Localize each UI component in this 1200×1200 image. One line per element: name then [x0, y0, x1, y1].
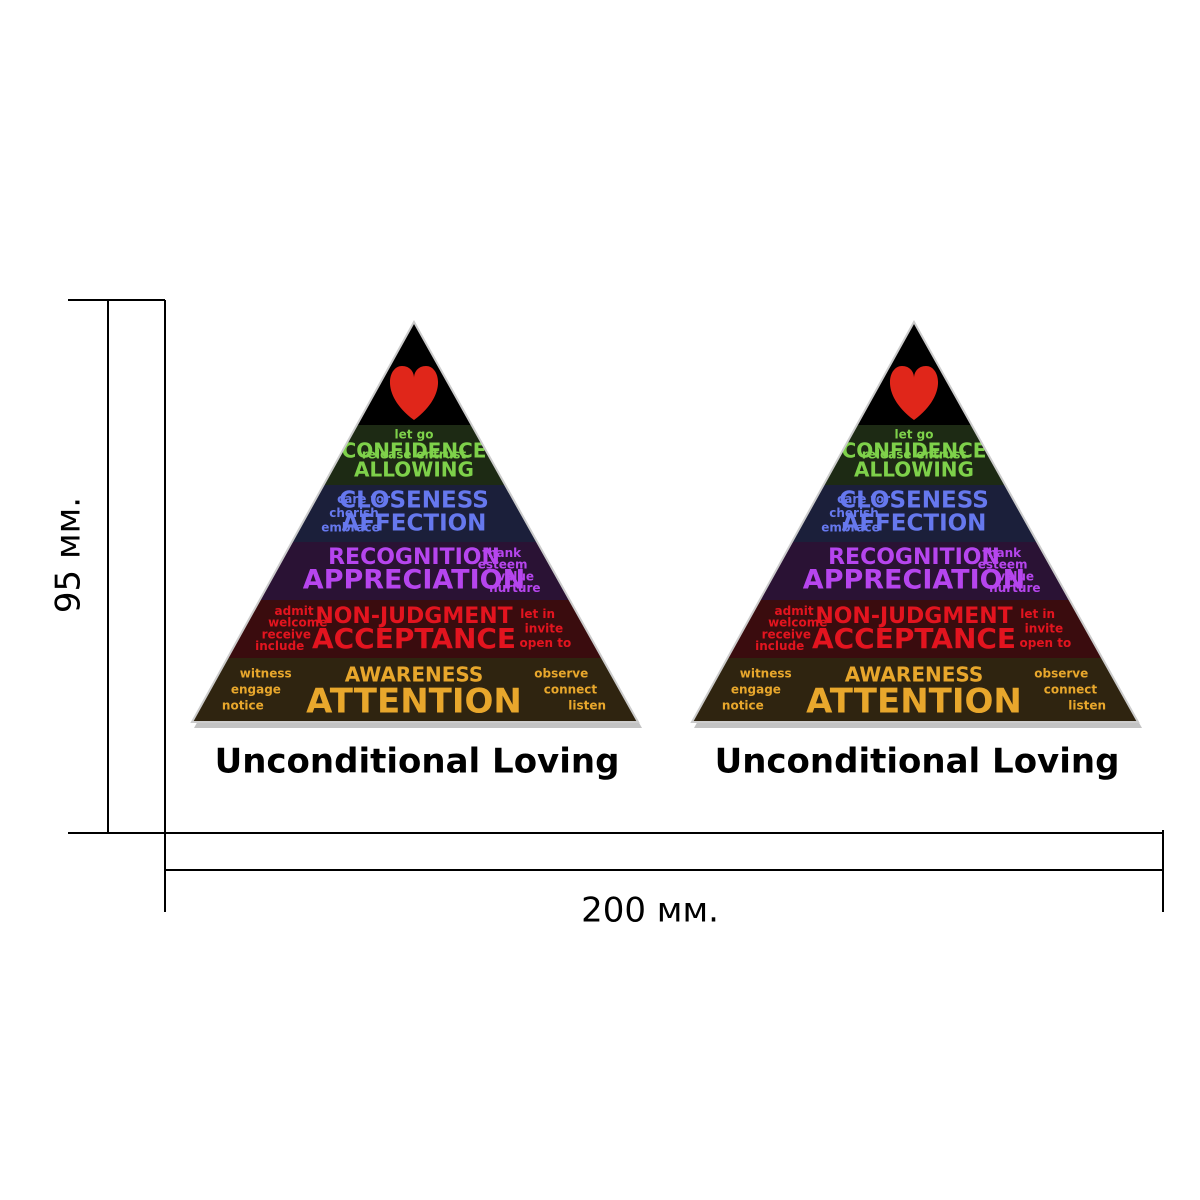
pyramid-outline [190, 319, 640, 723]
layer-main-word: ALLOWING [854, 458, 974, 482]
layer-small-word: release [362, 448, 412, 462]
layer-small-word: esteem [978, 558, 1028, 572]
layer-small-word: care for [837, 492, 890, 506]
layer-small-word: include [755, 639, 804, 653]
width-label: 200 мм. [581, 891, 719, 931]
layer-small-word: value [997, 569, 1034, 583]
layer-small-word: observe [1034, 667, 1088, 681]
layer-small-word: invite [525, 622, 563, 636]
layer-main-word: CLOSENESS [339, 488, 489, 514]
layer-small-word: witness [240, 667, 292, 681]
layer-small-word: esteem [478, 558, 528, 572]
layer-small-word: observe [534, 667, 588, 681]
layer-small-word: cherish [329, 506, 379, 520]
layer-main-word: RECOGNITION [328, 545, 500, 570]
layer-small-word: open to [520, 636, 572, 650]
dimension-lines [68, 299, 1164, 912]
sticker-caption: Unconditional Loving [215, 742, 620, 782]
layer-small-word: thank [982, 546, 1022, 560]
layer-main-word: AFFECTION [342, 511, 487, 537]
pyramid-outline [690, 319, 1140, 723]
layer-band [692, 658, 1138, 722]
layer-main-word: CONFIDENCE [842, 439, 987, 463]
layer-small-word: nurture [489, 581, 540, 595]
layer-small-word: let go [395, 428, 434, 442]
layer-small-word: invite [1025, 622, 1063, 636]
layer-small-word: welcome [768, 616, 827, 630]
layer-main-word: AWARENESS [345, 663, 484, 687]
layer-small-word: notice [222, 699, 264, 713]
layer-main-word: APPRECIATION [303, 565, 525, 596]
layer-small-word: release [862, 448, 912, 462]
layer-small-word: entrust [416, 448, 466, 462]
layer-main-word: NON-JUDGMENT [315, 604, 512, 629]
layer-small-word: listen [1068, 699, 1106, 713]
layer-small-word: receive [262, 627, 311, 641]
layer-small-word: let in [520, 607, 555, 621]
layer-small-word: cherish [829, 506, 879, 520]
layer-small-word: thank [482, 546, 522, 560]
layer-small-word: connect [1044, 683, 1098, 697]
layer-band [192, 658, 638, 722]
layer-main-word: ATTENTION [306, 682, 522, 722]
heart-icon [389, 366, 439, 420]
layer-small-word: connect [544, 683, 598, 697]
layer-main-word: RECOGNITION [828, 545, 1000, 570]
layer-small-word: let go [895, 428, 934, 442]
layer-small-word: engage [231, 683, 281, 697]
layer-main-word: ATTENTION [806, 682, 1022, 722]
layer-small-word: embrace [321, 520, 380, 534]
layer-small-word: care for [337, 492, 390, 506]
layer-main-word: ACCEPTANCE [812, 622, 1016, 655]
layer-small-word: let in [1020, 607, 1055, 621]
layer-main-word: CLOSENESS [839, 488, 989, 514]
layer-band [692, 600, 1138, 658]
layer-small-word: notice [722, 699, 764, 713]
layer-small-word: receive [762, 627, 811, 641]
layer-main-word: CONFIDENCE [342, 439, 487, 463]
layer-small-word: listen [568, 699, 606, 713]
layer-small-word: include [255, 639, 304, 653]
layer-main-word: ACCEPTANCE [312, 622, 516, 655]
layer-small-word: entrust [916, 448, 966, 462]
layer-small-word: welcome [268, 616, 327, 630]
layer-main-word: APPRECIATION [803, 565, 1025, 596]
layer-main-word: AWARENESS [845, 663, 984, 687]
layer-main-word: AFFECTION [842, 511, 987, 537]
sticker-caption: Unconditional Loving [715, 742, 1120, 782]
layer-main-word: ALLOWING [354, 458, 474, 482]
layer-small-word: witness [740, 667, 792, 681]
layer-main-word: NON-JUDGMENT [815, 604, 1012, 629]
layer-small-word: nurture [989, 581, 1040, 595]
layer-small-word: engage [731, 683, 781, 697]
layer-small-word: admit [275, 604, 314, 618]
layer-small-word: value [497, 569, 534, 583]
layer-band [192, 600, 638, 658]
layer-small-word: admit [775, 604, 814, 618]
layer-small-word: open to [1020, 636, 1072, 650]
layer-small-word: embrace [821, 520, 880, 534]
heart-icon [889, 366, 939, 420]
height-label: 95 мм. [49, 497, 89, 613]
